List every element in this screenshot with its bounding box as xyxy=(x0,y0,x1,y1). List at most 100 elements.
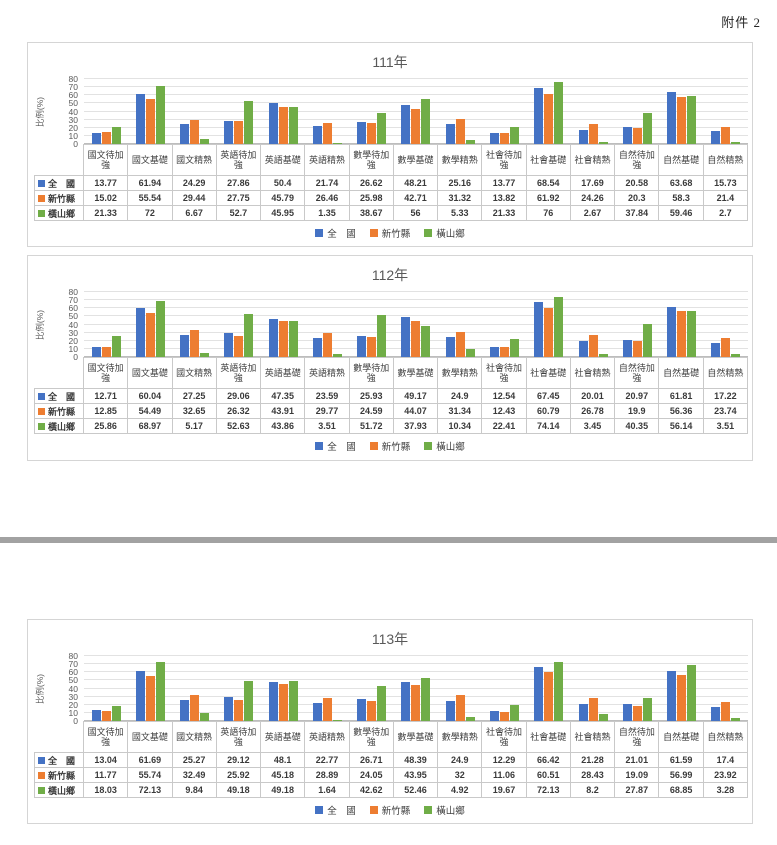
table-value-cell: 29.12 xyxy=(216,753,262,768)
table-column-header: 自然待加強 xyxy=(615,144,660,176)
y-axis-tick: 80 xyxy=(68,287,78,297)
bar xyxy=(642,113,652,144)
bar xyxy=(465,139,475,144)
table-value-cell: 47.35 xyxy=(261,389,306,404)
table-column-header: 國文待加強 xyxy=(84,357,129,389)
table-value-cell: 56.14 xyxy=(659,419,704,434)
bar-group xyxy=(659,79,703,144)
bar xyxy=(445,336,455,357)
bar-group xyxy=(438,292,482,357)
table-value-cell: 5.33 xyxy=(438,206,483,221)
bar xyxy=(421,98,431,144)
bar-group xyxy=(527,79,571,144)
table-value-cell: 19.67 xyxy=(482,783,527,798)
bar xyxy=(598,141,608,144)
table-value-cell: 61.94 xyxy=(128,176,173,191)
legend-key-icon xyxy=(424,229,433,237)
bar-group xyxy=(482,656,526,721)
bar xyxy=(278,321,288,357)
bar-group xyxy=(173,656,217,721)
table-value-cell: 17.22 xyxy=(703,389,748,404)
table-column-header: 社會精熟 xyxy=(570,357,616,389)
y-axis-title-text: 比例(%) xyxy=(35,309,46,340)
legend-key-icon xyxy=(424,442,433,450)
gridline xyxy=(84,655,748,656)
bar xyxy=(312,702,322,721)
table-value-cell: 22.41 xyxy=(482,419,527,434)
bar xyxy=(544,93,554,144)
y-axis-tick: 50 xyxy=(68,675,78,686)
bar xyxy=(332,142,342,144)
table-value-cell: 29.06 xyxy=(216,389,262,404)
series-name: 全 國 xyxy=(48,755,76,766)
table-value-cell: 25.27 xyxy=(172,753,217,768)
table-value-cell: 66.42 xyxy=(526,753,571,768)
bar xyxy=(101,711,111,721)
table-value-cell: 60.51 xyxy=(526,768,571,783)
y-axis-tick: 60 xyxy=(68,303,78,314)
table-column-header: 社會待加強 xyxy=(482,144,527,176)
bar-group xyxy=(615,79,659,144)
bar xyxy=(510,126,520,144)
table-value-cell: 49.18 xyxy=(216,783,262,798)
bar xyxy=(357,699,367,721)
bar xyxy=(224,121,234,144)
bar xyxy=(322,697,332,721)
table-value-cell: 76 xyxy=(526,206,571,221)
gridline xyxy=(84,94,748,96)
table-column-header: 國文基礎 xyxy=(128,721,173,753)
bar xyxy=(101,346,111,357)
table-value-cell: 42.62 xyxy=(349,783,394,798)
bar-group xyxy=(615,656,659,721)
plot-area xyxy=(84,291,748,357)
bar xyxy=(234,121,244,144)
table-value-cell: 32 xyxy=(438,768,483,783)
table-column-header: 自然精熟 xyxy=(703,721,748,753)
table-value-cell: 52.7 xyxy=(216,206,262,221)
series-name: 全 國 xyxy=(48,391,76,402)
bar-group xyxy=(438,656,482,721)
table-value-cell: 67.45 xyxy=(526,389,571,404)
y-axis-title-text: 比例(%) xyxy=(35,96,46,127)
bar-group xyxy=(305,656,349,721)
bar xyxy=(544,307,554,357)
bar xyxy=(622,127,632,144)
bar-group xyxy=(704,292,748,357)
y-axis-tick: 60 xyxy=(68,667,78,678)
table-column-header: 數學待加強 xyxy=(349,357,394,389)
plot-area xyxy=(84,655,748,721)
gridline xyxy=(84,86,748,88)
bar-group xyxy=(261,656,305,721)
y-axis-tick: 50 xyxy=(68,311,78,322)
table-value-cell: 72.13 xyxy=(526,783,571,798)
y-axis-tick: 0 xyxy=(73,716,78,726)
bar-group xyxy=(394,292,438,357)
bar xyxy=(445,123,455,144)
series-name: 橫山鄉 xyxy=(48,785,76,796)
bar xyxy=(500,346,510,357)
legend-item: 橫山鄉 xyxy=(424,803,465,817)
bar xyxy=(455,695,465,721)
table-column-header: 英語待加強 xyxy=(216,144,262,176)
y-axis-tick: 20 xyxy=(68,122,78,133)
table-column-header: 社會基礎 xyxy=(526,721,571,753)
bar xyxy=(155,662,165,721)
y-axis-tick: 80 xyxy=(68,651,78,661)
bar-group xyxy=(571,292,615,357)
table-column-header: 國文基礎 xyxy=(128,357,173,389)
table-column-header: 自然基礎 xyxy=(659,144,704,176)
bar-group xyxy=(173,79,217,144)
bar xyxy=(332,354,342,357)
bar xyxy=(578,129,588,144)
table-value-cell: 25.16 xyxy=(438,176,483,191)
bar-group xyxy=(84,656,128,721)
table-value-cell: 45.79 xyxy=(261,191,306,206)
chart-box: 111年 比例(%) 國文待加強 國文基礎 國文精熟 英語待加強 英語基礎 英語精熟 數學待… xyxy=(27,42,753,247)
y-axis-title: 比例(%) xyxy=(32,292,48,357)
legend: 全 國 新竹縣 橫山鄉 xyxy=(28,226,752,240)
table-value-cell: 29.44 xyxy=(172,191,217,206)
bar-group xyxy=(527,292,571,357)
bar xyxy=(534,302,544,357)
bar-group xyxy=(615,292,659,357)
bar xyxy=(91,346,101,357)
